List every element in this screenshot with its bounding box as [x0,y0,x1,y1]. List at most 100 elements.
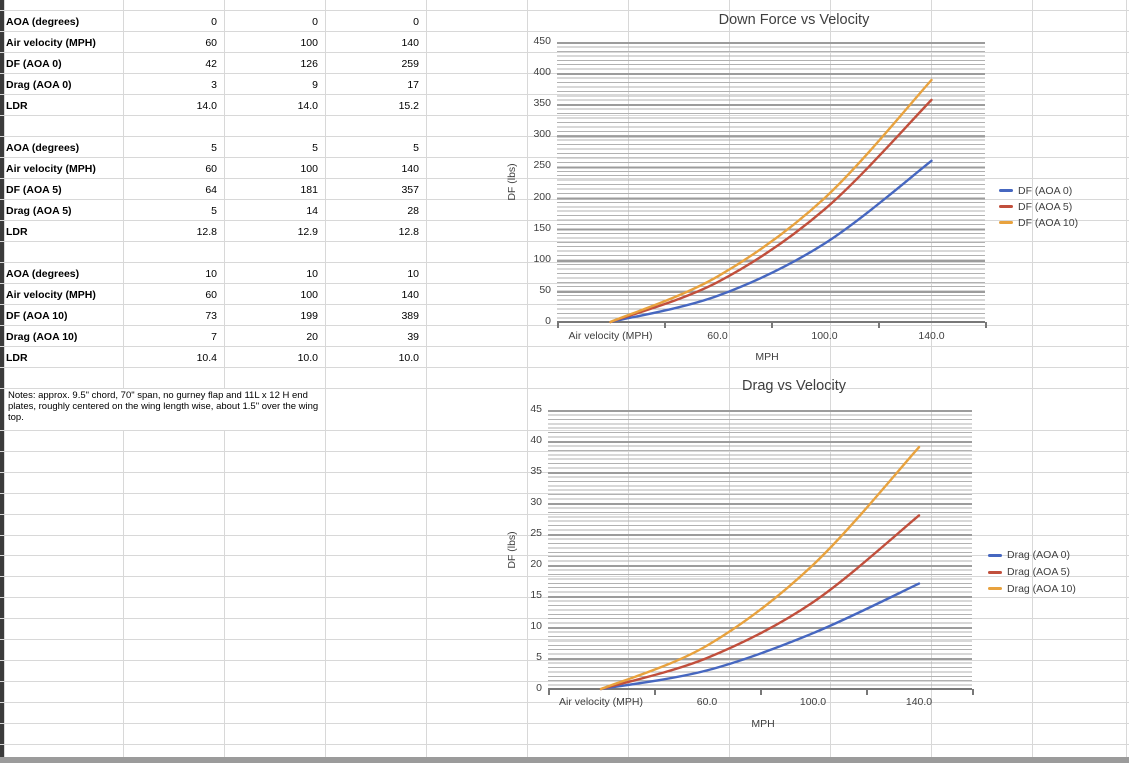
legend-entry[interactable]: Drag (AOA 5) [988,565,1070,579]
grid-row-line [0,346,1129,347]
x-axis-tick-label: 60.0 [707,330,728,342]
grid-column-line [628,0,629,757]
row-label-cell[interactable]: LDR [6,100,28,112]
grid-column-line [1126,0,1127,757]
value-cell[interactable]: 10 [306,268,318,280]
x-axis-tick [654,689,656,695]
value-cell[interactable]: 12.9 [297,226,318,238]
row-label-cell[interactable]: Air velocity (MPH) [6,163,96,175]
legend-label: DF (AOA 10) [1018,216,1079,229]
value-cell[interactable]: 10 [407,268,419,280]
row-label-cell[interactable]: AOA (degrees) [6,16,80,28]
legend-entry[interactable]: DF (AOA 10) [999,216,1078,230]
row-label-cell[interactable]: DF (AOA 5) [6,184,62,196]
row-label-cell[interactable]: Air velocity (MPH) [6,289,96,301]
series-curve-drag-aoa-0-[interactable] [599,582,921,691]
legend-entry[interactable]: Drag (AOA 0) [988,548,1070,562]
value-cell[interactable]: 10.0 [398,352,419,364]
value-cell[interactable]: 199 [300,310,318,322]
row-label-cell[interactable]: LDR [6,352,28,364]
series-curve-df-aoa-10-[interactable] [609,78,933,324]
x-axis-tick [548,689,550,695]
y-axis-tick-label: 45 [530,403,542,415]
value-cell[interactable]: 100 [300,289,318,301]
value-cell[interactable]: 12.8 [196,226,217,238]
value-cell[interactable]: 140 [401,289,419,301]
value-cell[interactable]: 181 [300,184,318,196]
value-cell[interactable]: 5 [413,142,419,154]
grid-column-line [931,0,932,757]
value-cell[interactable]: 17 [407,79,419,91]
value-cell[interactable]: 3 [211,79,217,91]
bottom-edge-strip [0,757,1129,763]
grid-row-line [0,723,1129,724]
series-curve-drag-aoa-10-[interactable] [599,446,921,691]
legend-swatch [988,553,1002,557]
series-curve-df-aoa-0-[interactable] [609,159,933,324]
value-cell[interactable]: 357 [401,184,419,196]
value-cell[interactable]: 14 [306,205,318,217]
row-label-cell[interactable]: Drag (AOA 10) [6,331,78,343]
value-cell[interactable]: 0 [312,16,318,28]
row-label-cell[interactable]: Air velocity (MPH) [6,37,96,49]
value-cell[interactable]: 5 [211,205,217,217]
value-cell[interactable]: 15.2 [398,100,419,112]
grid-column-line [123,0,124,757]
value-cell[interactable]: 60 [205,289,217,301]
grid-column-line [527,0,528,757]
y-axis-tick-label: 0 [536,682,542,694]
value-cell[interactable]: 140 [401,163,419,175]
grid-column-line [729,0,730,757]
value-cell[interactable]: 42 [205,58,217,70]
y-axis-tick-label: 150 [533,221,551,234]
value-cell[interactable]: 28 [407,205,419,217]
value-cell[interactable]: 14.0 [297,100,318,112]
series-curve-df-aoa-5-[interactable] [609,98,933,324]
value-cell[interactable]: 60 [205,163,217,175]
row-label-cell[interactable]: DF (AOA 0) [6,58,62,70]
row-label-cell[interactable]: AOA (degrees) [6,142,80,154]
value-cell[interactable]: 100 [300,163,318,175]
value-cell[interactable]: 14.0 [196,100,217,112]
y-axis-tick-label: 250 [533,159,551,172]
value-cell[interactable]: 5 [312,142,318,154]
legend-entry[interactable]: DF (AOA 0) [999,184,1072,198]
value-cell[interactable]: 10.4 [196,352,217,364]
value-cell[interactable]: 140 [401,37,419,49]
grid-column-line [325,0,326,757]
value-cell[interactable]: 64 [205,184,217,196]
y-axis-tick-label: 5 [536,651,542,663]
series-curve-drag-aoa-5-[interactable] [599,514,921,691]
value-cell[interactable]: 73 [205,310,217,322]
row-label-cell[interactable]: LDR [6,226,28,238]
value-cell[interactable]: 39 [407,331,419,343]
row-label-cell[interactable]: Drag (AOA 0) [6,79,72,91]
y-axis-tick-label: 10 [530,620,542,632]
row-label-cell[interactable]: DF (AOA 10) [6,310,68,322]
legend-label: Drag (AOA 0) [1007,549,1071,561]
notes-cell[interactable]: Notes: approx. 9.5" chord, 70" span, no … [5,389,325,430]
value-cell[interactable]: 60 [205,37,217,49]
legend-entry[interactable]: Drag (AOA 10) [988,582,1076,596]
value-cell[interactable]: 126 [300,58,318,70]
row-label-cell[interactable]: AOA (degrees) [6,268,80,280]
value-cell[interactable]: 389 [401,310,419,322]
value-cell[interactable]: 20 [306,331,318,343]
value-cell[interactable]: 5 [211,142,217,154]
value-cell[interactable]: 100 [300,37,318,49]
value-cell[interactable]: 259 [401,58,419,70]
legend-label: Drag (AOA 5) [1007,566,1071,578]
value-cell[interactable]: 0 [413,16,419,28]
legend-entry[interactable]: DF (AOA 5) [999,200,1072,214]
value-cell[interactable]: 7 [211,331,217,343]
value-cell[interactable]: 12.8 [398,226,419,238]
value-cell[interactable]: 10 [205,268,217,280]
row-label-cell[interactable]: Drag (AOA 5) [6,205,72,217]
value-cell[interactable]: 10.0 [297,352,318,364]
value-cell[interactable]: 9 [312,79,318,91]
y-axis-tick-label: 0 [545,315,551,327]
grid-column-line [4,0,5,757]
value-cell[interactable]: 0 [211,16,217,28]
